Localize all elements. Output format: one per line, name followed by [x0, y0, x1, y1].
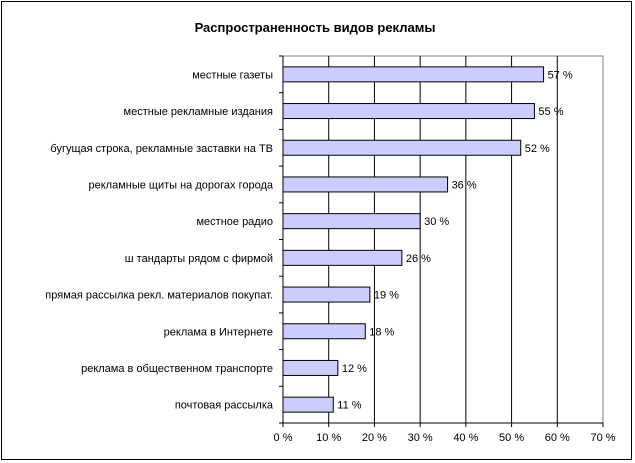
data-label: 36 %: [452, 179, 477, 191]
bar: [282, 66, 545, 83]
data-label: 52 %: [525, 143, 550, 155]
bar: [282, 103, 535, 120]
category-label: местные газеты: [192, 69, 273, 81]
x-tick-label: 40 %: [453, 432, 478, 444]
bar: [282, 176, 449, 193]
bar: [282, 286, 371, 303]
category-label: рекламные щиты на дорогах города: [88, 179, 273, 191]
bar: [282, 359, 339, 376]
category-label: реклама в общественном транспорте: [81, 363, 273, 375]
data-label: 12 %: [342, 363, 367, 375]
x-tick-label: 60 %: [545, 432, 570, 444]
category-label: ш тандарты рядом с фирмой: [125, 253, 273, 265]
bar: [282, 396, 334, 413]
chart-title: Распространенность видов рекламы: [195, 20, 436, 35]
data-label: 11 %: [337, 400, 361, 412]
data-label: 26 %: [406, 253, 431, 265]
category-label: бугущая строка, рекламные заставки на ТВ: [50, 143, 273, 155]
data-label: 19 %: [374, 290, 399, 302]
x-tick-label: 70 %: [590, 432, 615, 444]
category-label: местное радио: [196, 216, 273, 228]
category-label: почтовая рассылка: [175, 400, 274, 412]
bar: [282, 213, 421, 230]
x-tick-label: 10 %: [316, 432, 341, 444]
x-tick-label: 20 %: [362, 432, 387, 444]
x-tick-label: 50 %: [499, 432, 524, 444]
category-label: прямая рассылка рекл. материалов покупат…: [45, 290, 273, 302]
bar: [282, 139, 522, 156]
x-tick-label: 0 %: [274, 432, 293, 444]
data-label: 30 %: [424, 216, 449, 228]
x-tick-label: 30 %: [408, 432, 433, 444]
bar: [282, 249, 403, 266]
bar: [282, 323, 366, 340]
category-label: реклама в Интернете: [164, 326, 273, 338]
data-label: 55 %: [538, 106, 563, 118]
data-label: 18 %: [369, 326, 394, 338]
category-label: местные рекламные издания: [124, 106, 273, 118]
data-label: 57 %: [548, 69, 573, 81]
